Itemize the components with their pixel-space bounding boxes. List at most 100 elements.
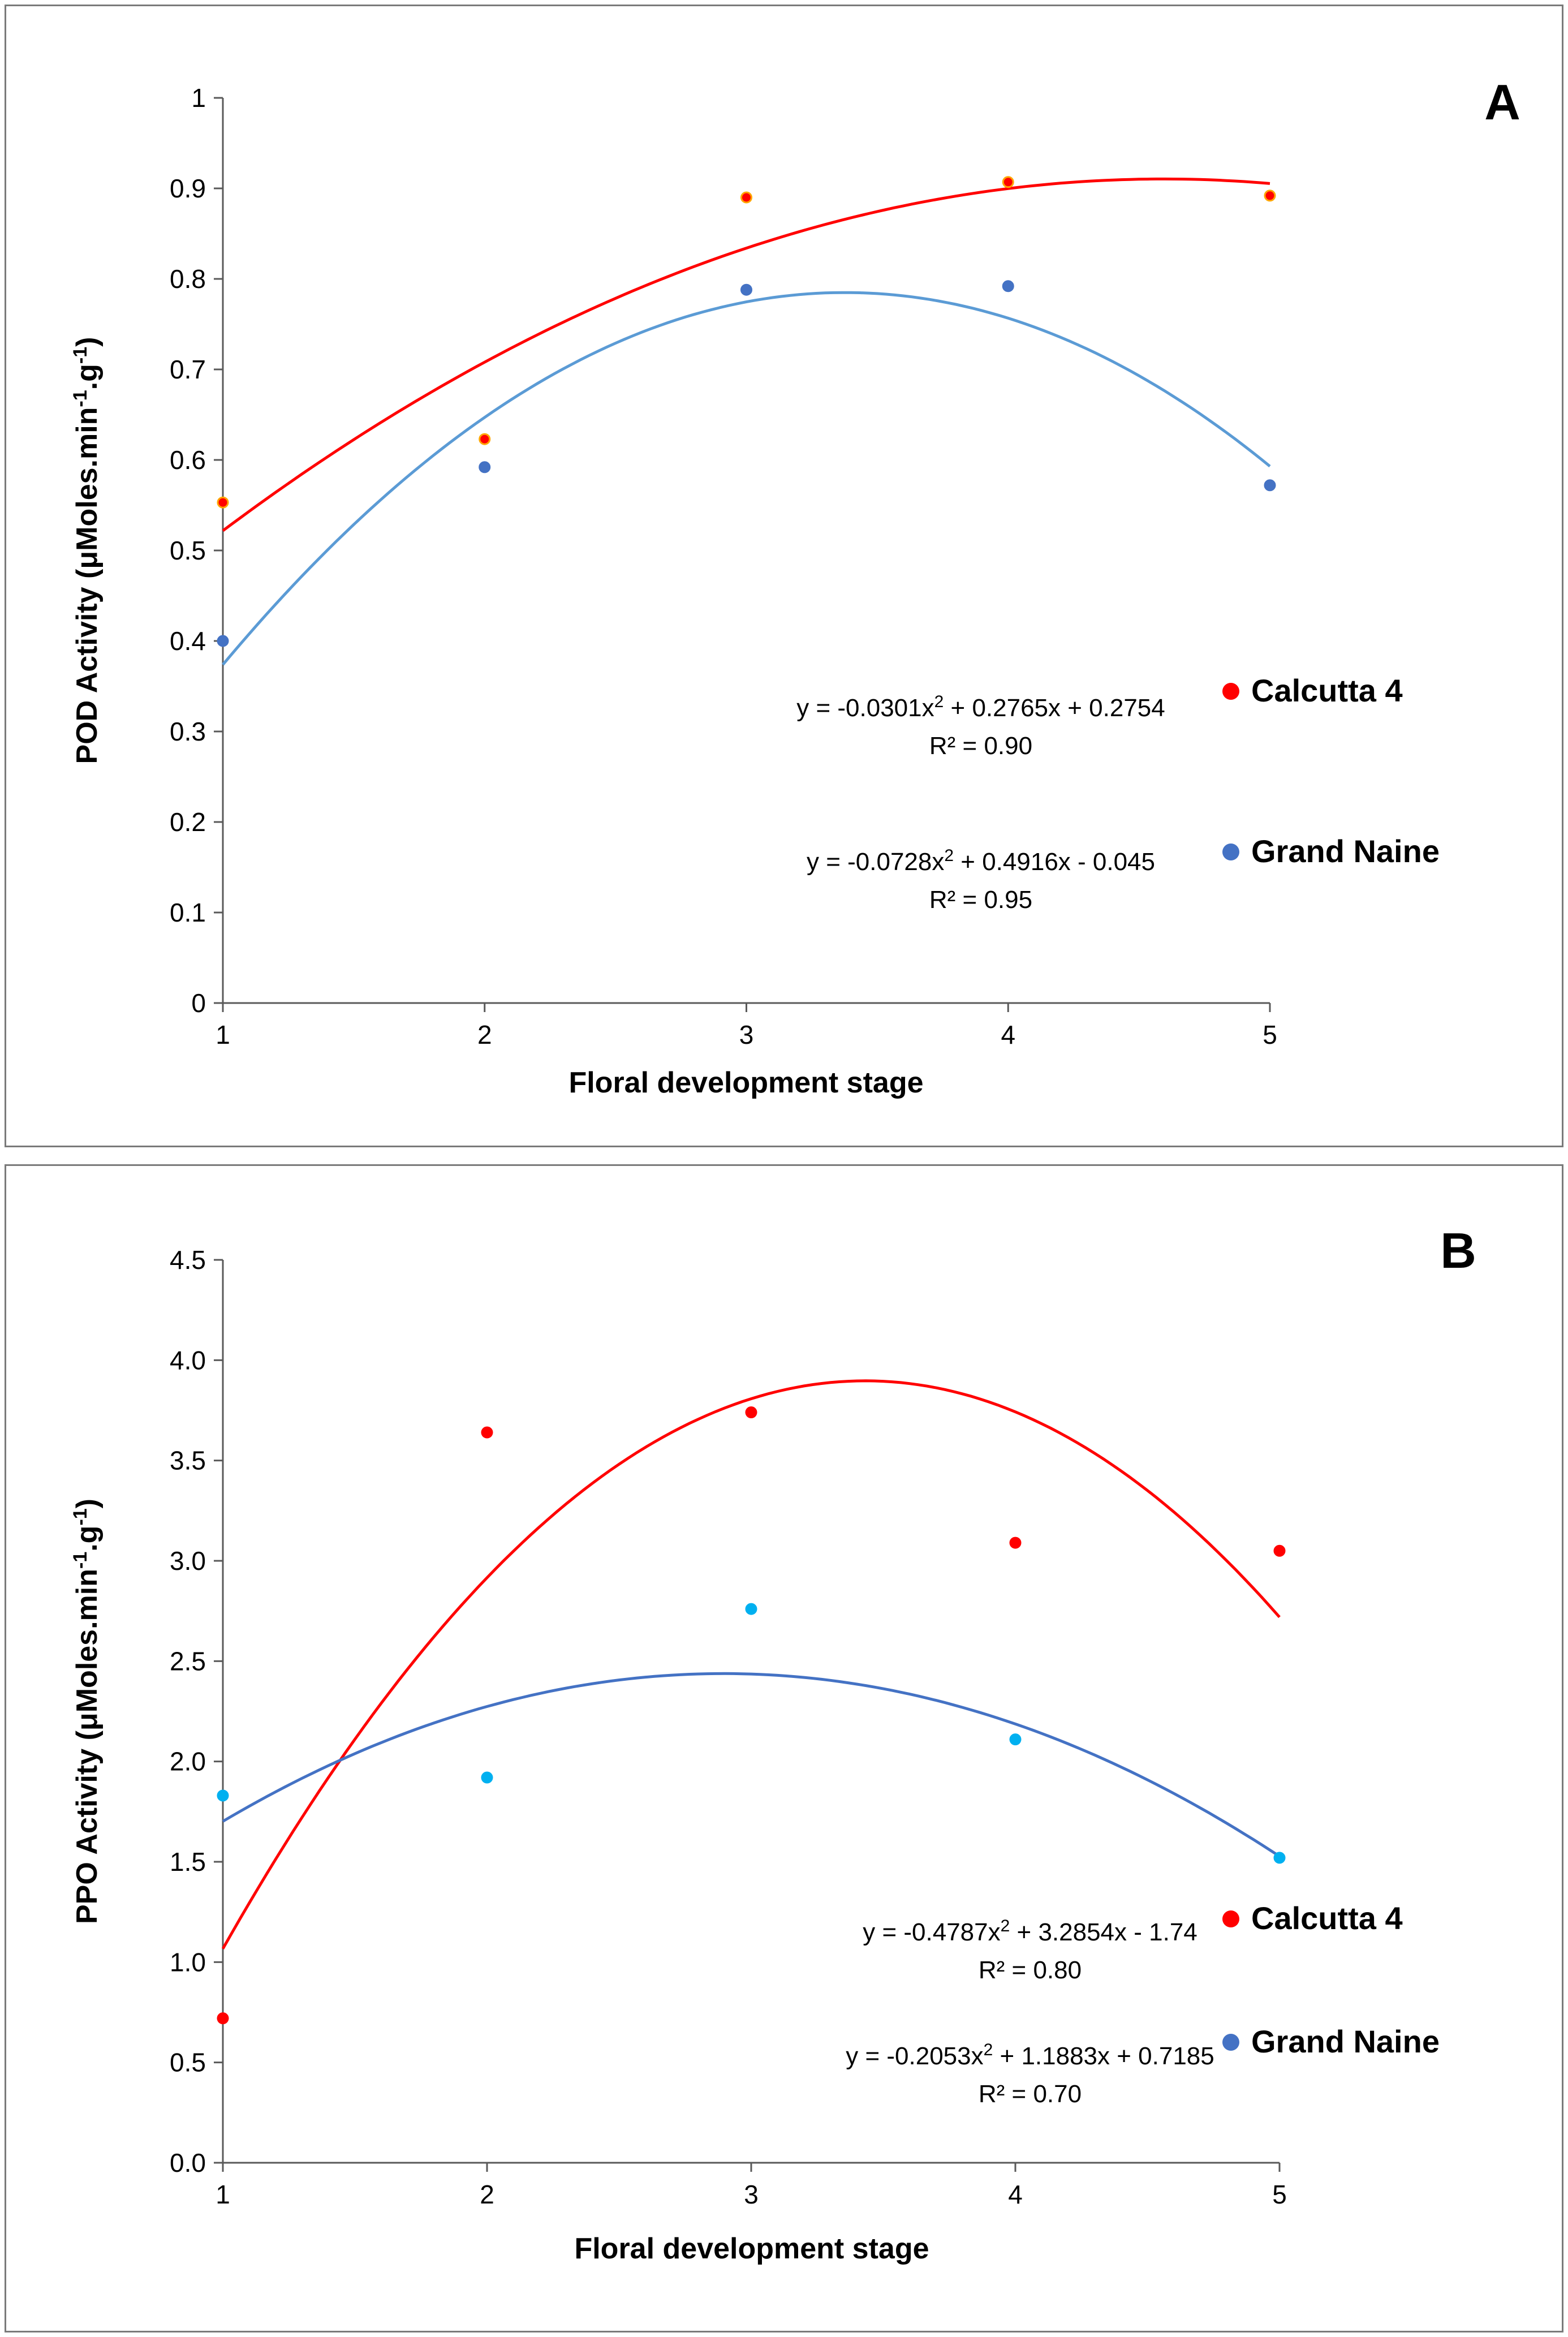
data-point-grand-naine	[481, 1771, 493, 1784]
y-axis-title-part: .g	[71, 1526, 104, 1552]
y-tick-label: 0.9	[170, 174, 206, 203]
x-tick-label: 3	[739, 1020, 754, 1049]
x-tick-label: 2	[480, 2180, 494, 2209]
y-axis-title-b: PPO Activity (μMoles.min-1.g-1)	[70, 1499, 104, 1924]
panel-label-a: A	[1484, 74, 1520, 130]
x-axis-title-b: Floral development stage	[574, 2232, 929, 2265]
y-tick-label: 0.0	[170, 2148, 206, 2177]
x-tick-label: 2	[477, 1020, 492, 1049]
x-tick-label: 5	[1272, 2180, 1287, 2209]
equation-sup: 2	[934, 692, 944, 711]
y-axis-title-sup: -1	[70, 1508, 91, 1525]
panel-label-b: B	[1440, 1223, 1476, 1279]
equation-calcutta-4: y = -0.0301x2 + 0.2765x + 0.2754	[796, 692, 1165, 722]
y-tick-label: 0.7	[170, 355, 206, 384]
y-tick-label: 0.5	[170, 2048, 206, 2077]
y-tick-label: 2.5	[170, 1646, 206, 1676]
equation-sup: 2	[944, 846, 954, 865]
data-point-calcutta-4	[217, 496, 229, 509]
y-tick-label: 0.6	[170, 445, 206, 475]
trendline-calcutta-4	[221, 1379, 1281, 1949]
y-axis-title-sup: -1	[70, 1552, 91, 1569]
data-point-calcutta-4	[740, 191, 752, 204]
data-point-calcutta-4	[1002, 176, 1014, 188]
y-tick-label: 0.3	[170, 717, 206, 746]
data-point-grand-naine	[479, 461, 491, 474]
data-point-calcutta-4	[1273, 1544, 1286, 1557]
r-squared-calcutta-4: R² = 0.80	[979, 1956, 1082, 1984]
y-tick-label: 0.4	[170, 626, 206, 656]
x-tick-label: 5	[1263, 1020, 1277, 1049]
y-tick-label: 2.0	[170, 1747, 206, 1776]
legend-label-calcutta-4: Calcutta 4	[1251, 673, 1403, 708]
data-point-grand-naine	[217, 635, 229, 647]
legend-marker-calcutta-4	[1222, 683, 1239, 700]
chart-panel-b: 0.0 0.5 1.0 1.5 2.0 2.5 3.0 3.5 4.0 4.5 1 2 3 4 5 Flora…	[5, 1164, 1563, 2332]
data-point-grand-naine	[1273, 1852, 1286, 1864]
chart-b-svg: 0.0 0.5 1.0 1.5 2.0 2.5 3.0 3.5 4.0 4.5 1 2 3 4 5 Flora…	[70, 1223, 1476, 2265]
equation-part: y = -0.4787x	[863, 1918, 1000, 1946]
data-point-grand-naine	[1009, 1733, 1022, 1746]
y-tick-label: 1	[191, 83, 206, 113]
data-point-calcutta-4	[745, 1406, 757, 1419]
equation-part: y = -0.2053x	[846, 2042, 983, 2070]
data-point-calcutta-4	[1009, 1537, 1022, 1549]
y-axis-title-part: .g	[71, 364, 104, 390]
y-axis-title-part: PPO Activity (μMoles.min	[71, 1569, 104, 1924]
trendline-calcutta-4	[222, 177, 1270, 532]
data-point-grand-naine	[217, 1789, 229, 1802]
y-tick-label: 0.1	[170, 898, 206, 927]
equation-sup: 2	[1001, 1917, 1010, 1935]
y-axis-title-part: POD Activity (μMoles.min	[71, 407, 104, 764]
legend-label-grand-naine: Grand Naine	[1251, 2024, 1440, 2059]
equation-part: y = -0.0301x	[796, 694, 934, 722]
equation-part: + 0.2765x + 0.2754	[944, 694, 1165, 722]
y-tick-label: 1.0	[170, 1947, 206, 1977]
legend-label-calcutta-4: Calcutta 4	[1251, 1900, 1403, 1936]
data-point-grand-naine	[1002, 280, 1014, 292]
y-tick-label: 1.5	[170, 1847, 206, 1877]
equation-sup: 2	[984, 2041, 993, 2059]
data-point-calcutta-4	[217, 2012, 229, 2025]
trendline-grand-naine	[222, 291, 1271, 666]
x-tick-label: 3	[744, 2180, 759, 2209]
data-point-calcutta-4	[479, 433, 491, 445]
data-point-grand-naine	[1264, 479, 1276, 492]
y-axis-title-sup: -1	[70, 347, 91, 364]
y-axis-title-sup: -1	[70, 390, 91, 407]
equation-calcutta-4: y = -0.4787x2 + 3.2854x - 1.74	[863, 1917, 1197, 1946]
chart-panel-a: 0 0.1 0.2 0.3 0.4 0.5 0.6 0.7 0.8 0.9 1 1 2 3 4 5 Floral…	[5, 5, 1563, 1147]
y-tick-label: 4.0	[170, 1345, 206, 1375]
y-tick-label: 3.0	[170, 1546, 206, 1576]
x-tick-label: 1	[216, 1020, 230, 1049]
equation-part: + 1.1883x + 0.7185	[993, 2042, 1214, 2070]
y-axis-title-a: POD Activity (μMoles.min-1.g-1)	[70, 337, 104, 764]
legend-marker-calcutta-4	[1222, 1910, 1239, 1927]
x-axis-title-a: Floral development stage	[568, 1066, 923, 1099]
x-tick-label: 4	[1001, 1020, 1015, 1049]
y-tick-label: 3.5	[170, 1446, 206, 1475]
y-tick-label: 4.5	[170, 1245, 206, 1275]
data-point-grand-naine	[745, 1603, 757, 1615]
r-squared-grand-naine: R² = 0.95	[929, 886, 1032, 914]
y-tick-label: 0.5	[170, 536, 206, 565]
data-point-grand-naine	[740, 283, 752, 296]
r-squared-grand-naine: R² = 0.70	[979, 2080, 1082, 2108]
legend-label-grand-naine: Grand Naine	[1251, 833, 1440, 869]
equation-grand-naine: y = -0.2053x2 + 1.1883x + 0.7185	[846, 2041, 1214, 2070]
equation-part: + 0.4916x - 0.045	[954, 848, 1155, 876]
legend-marker-grand-naine	[1222, 843, 1239, 860]
y-axis-title-part: )	[71, 337, 104, 347]
equation-part: y = -0.0728x	[807, 848, 944, 876]
x-tick-label: 4	[1008, 2180, 1023, 2209]
equation-grand-naine: y = -0.0728x2 + 0.4916x - 0.045	[807, 846, 1155, 876]
y-axis-title-part: )	[71, 1499, 104, 1508]
chart-a-svg: 0 0.1 0.2 0.3 0.4 0.5 0.6 0.7 0.8 0.9 1 1 2 3 4 5 Floral…	[70, 74, 1520, 1099]
data-point-calcutta-4	[481, 1426, 493, 1439]
equation-part: + 3.2854x - 1.74	[1010, 1918, 1197, 1946]
legend-marker-grand-naine	[1222, 2034, 1239, 2051]
data-point-calcutta-4	[1264, 190, 1276, 202]
y-tick-label: 0	[191, 988, 206, 1018]
y-tick-label: 0.8	[170, 264, 206, 294]
r-squared-calcutta-4: R² = 0.90	[929, 732, 1032, 760]
